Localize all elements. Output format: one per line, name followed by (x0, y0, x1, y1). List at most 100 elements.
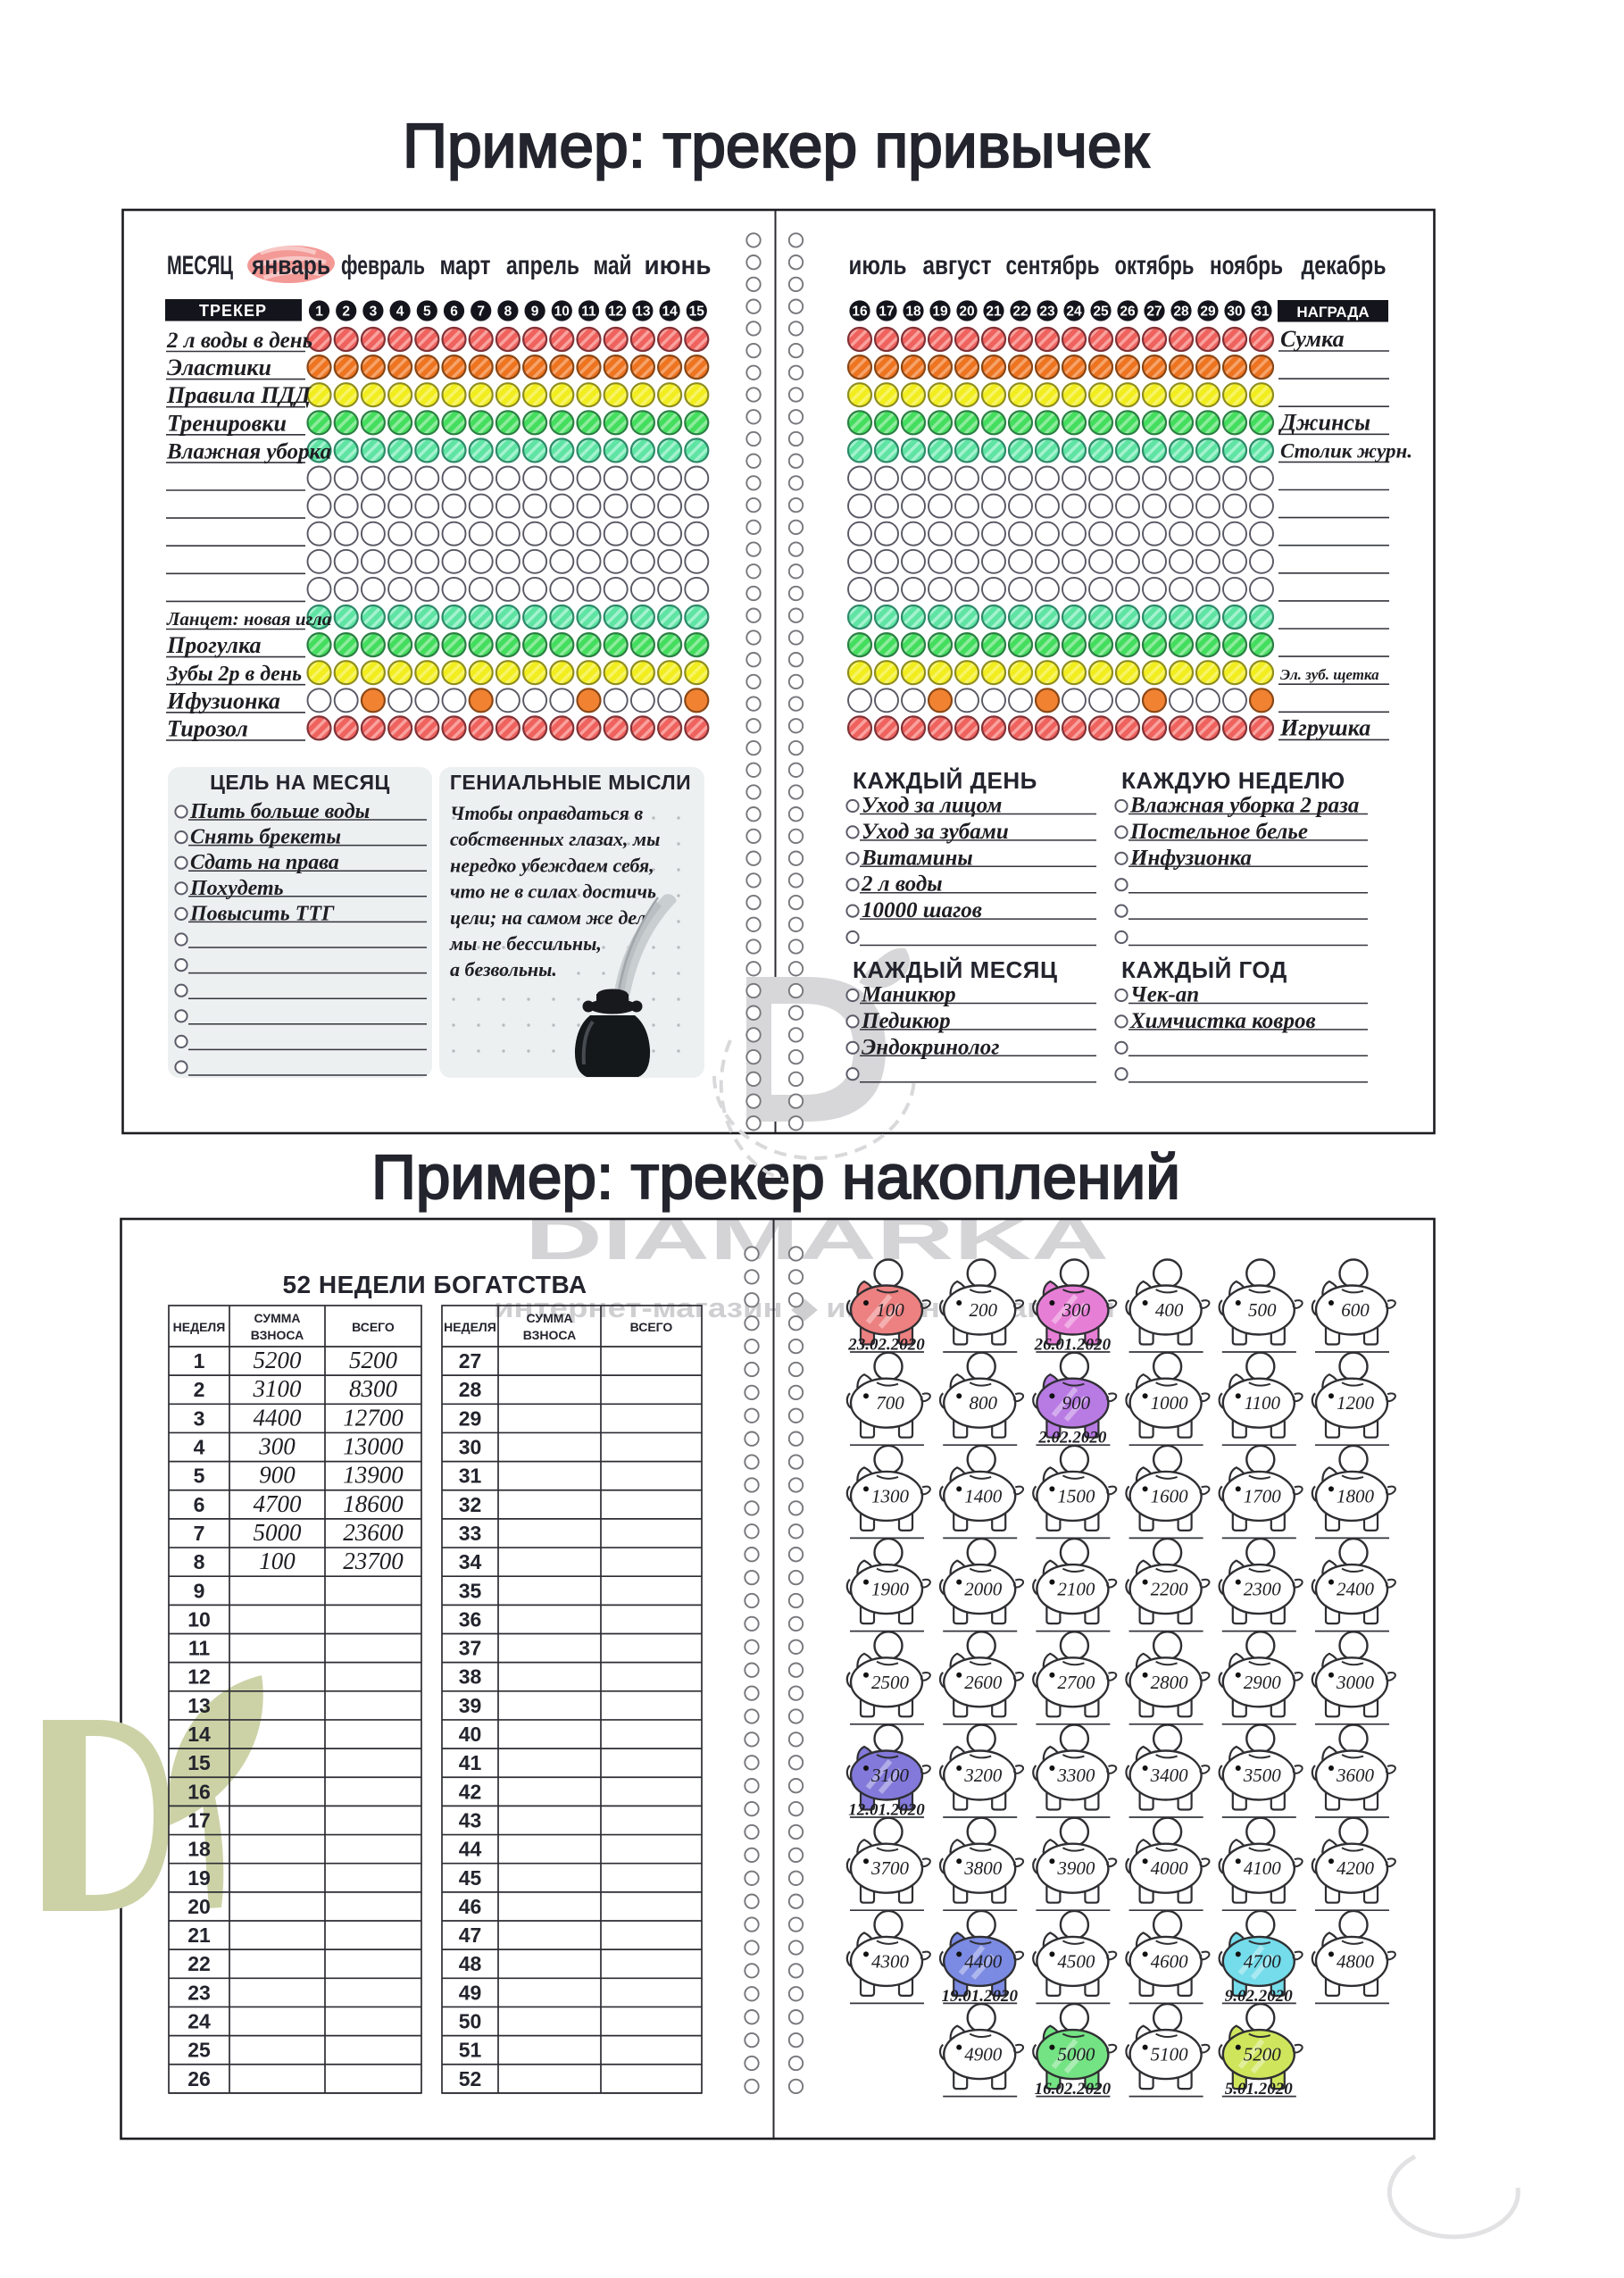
svg-text:2300: 2300 (1244, 1579, 1282, 1600)
svg-text:48: 48 (459, 1952, 482, 1975)
svg-text:1900: 1900 (871, 1579, 910, 1600)
svg-text:13: 13 (187, 1694, 211, 1717)
svg-text:17: 17 (879, 305, 894, 320)
svg-text:Эл. зуб. щетка: Эл. зуб. щетка (1280, 666, 1379, 683)
svg-text:8: 8 (194, 1550, 205, 1573)
svg-text:26: 26 (187, 2067, 211, 2090)
svg-text:апрель: апрель (506, 251, 579, 280)
svg-text:4500: 4500 (1057, 1950, 1095, 1972)
svg-text:Уход за зубами: Уход за зубами (862, 820, 1009, 844)
svg-text:800: 800 (969, 1392, 997, 1414)
svg-text:Чек-ап: Чек-ап (1130, 983, 1199, 1007)
svg-text:200: 200 (969, 1299, 997, 1321)
svg-text:DIAMARKA: DIAMARKA (525, 1206, 1109, 1273)
svg-text:3500: 3500 (1243, 1765, 1282, 1786)
svg-text:Сдать на права: Сдать на права (190, 851, 339, 874)
svg-text:400: 400 (1155, 1299, 1184, 1321)
svg-text:2: 2 (342, 305, 350, 320)
svg-text:9: 9 (531, 305, 539, 320)
svg-text:10000 шагов: 10000 шагов (862, 898, 982, 922)
svg-text:36: 36 (459, 1607, 482, 1631)
svg-text:ноябрь: ноябрь (1210, 251, 1283, 280)
svg-text:30: 30 (459, 1436, 482, 1459)
svg-text:1500: 1500 (1057, 1485, 1095, 1506)
svg-text:нередко убеждаем себя,: нередко убеждаем себя, (450, 854, 654, 876)
svg-text:19: 19 (187, 1866, 211, 1890)
svg-text:40: 40 (459, 1723, 482, 1746)
svg-text:ТРЕКЕР: ТРЕКЕР (199, 302, 267, 320)
svg-text:11: 11 (581, 305, 596, 320)
svg-text:июль: июль (849, 251, 907, 280)
svg-text:23: 23 (1039, 305, 1055, 320)
svg-text:ГЕНИАЛЬНЫЕ МЫСЛИ: ГЕНИАЛЬНЫЕ МЫСЛИ (450, 771, 691, 794)
svg-text:27: 27 (1146, 305, 1162, 320)
svg-text:НАГРАДА: НАГРАДА (1296, 304, 1369, 321)
svg-text:Джинсы: Джинсы (1278, 409, 1370, 435)
svg-text:8300: 8300 (349, 1375, 398, 1402)
svg-text:52 НЕДЕЛИ БОГАТСТВА: 52 НЕДЕЛИ БОГАТСТВА (282, 1271, 587, 1298)
svg-text:Уход за лицом: Уход за лицом (862, 794, 1002, 818)
svg-text:1000: 1000 (1151, 1392, 1189, 1414)
svg-text:4100: 4100 (1244, 1857, 1282, 1879)
svg-text:1600: 1600 (1151, 1485, 1189, 1506)
svg-text:Ланцет: новая игла: Ланцет: новая игла (166, 608, 331, 630)
svg-text:18: 18 (187, 1838, 211, 1861)
svg-text:4700: 4700 (254, 1490, 303, 1517)
svg-text:12700: 12700 (343, 1404, 404, 1431)
svg-text:2 л воды в день: 2 л воды в день (166, 329, 312, 353)
svg-text:Постельное белье: Постельное белье (1129, 820, 1308, 844)
svg-text:2700: 2700 (1057, 1672, 1095, 1693)
svg-text:9.02.2020: 9.02.2020 (1225, 1987, 1294, 2006)
svg-text:Чтобы оправдаться в: Чтобы оправдаться в (450, 802, 643, 824)
svg-text:23.02.2020: 23.02.2020 (847, 1336, 925, 1355)
svg-text:1400: 1400 (964, 1485, 1003, 1506)
svg-text:2500: 2500 (871, 1672, 910, 1693)
svg-text:октябрь: октябрь (1115, 251, 1195, 280)
svg-text:мы не бессильны,: мы не бессильны, (449, 932, 602, 955)
svg-text:15: 15 (187, 1751, 211, 1774)
svg-text:8: 8 (504, 305, 512, 320)
svg-text:18: 18 (905, 305, 921, 320)
svg-text:ВСЕГО: ВСЕГО (352, 1320, 395, 1334)
svg-text:2.02.2020: 2.02.2020 (1037, 1429, 1107, 1448)
svg-text:3200: 3200 (963, 1765, 1003, 1786)
svg-text:13000: 13000 (343, 1433, 404, 1460)
svg-text:6: 6 (450, 305, 458, 320)
svg-text:22: 22 (1012, 305, 1028, 320)
svg-text:1100: 1100 (1245, 1392, 1281, 1414)
svg-text:7: 7 (194, 1522, 205, 1545)
svg-text:3700: 3700 (870, 1857, 910, 1879)
svg-text:900: 900 (259, 1462, 296, 1489)
svg-text:Правила ПДД: Правила ПДД (166, 382, 312, 408)
svg-text:2 л воды: 2 л воды (861, 872, 943, 897)
svg-text:1: 1 (315, 305, 323, 320)
svg-text:43: 43 (459, 1808, 482, 1832)
svg-text:5.01.2020: 5.01.2020 (1225, 2080, 1294, 2099)
svg-text:52: 52 (459, 2067, 482, 2090)
svg-text:5000: 5000 (254, 1519, 303, 1546)
svg-text:2400: 2400 (1337, 1579, 1375, 1600)
svg-text:КАЖДЫЙ МЕСЯЦ: КАЖДЫЙ МЕСЯЦ (853, 956, 1058, 983)
svg-text:2600: 2600 (964, 1672, 1003, 1693)
svg-text:30: 30 (1227, 305, 1242, 320)
svg-text:11: 11 (188, 1637, 211, 1660)
svg-text:НЕДЕЛЯ: НЕДЕЛЯ (444, 1320, 496, 1334)
svg-text:Столик журн.: Столик журн. (1280, 439, 1412, 462)
svg-text:2100: 2100 (1057, 1579, 1095, 1600)
svg-text:Эндокринолог: Эндокринолог (862, 1035, 999, 1059)
svg-text:февраль: февраль (341, 251, 425, 280)
svg-text:26.01.2020: 26.01.2020 (1034, 1336, 1112, 1355)
svg-text:1200: 1200 (1337, 1392, 1375, 1414)
svg-text:МЕСЯЦ: МЕСЯЦ (167, 251, 233, 280)
svg-text:Ифузионка: Ифузионка (166, 688, 280, 713)
svg-text:23700: 23700 (343, 1548, 404, 1574)
svg-text:100: 100 (259, 1548, 296, 1574)
svg-text:ЦЕЛЬ НА МЕСЯЦ: ЦЕЛЬ НА МЕСЯЦ (210, 771, 390, 794)
svg-text:1: 1 (194, 1349, 205, 1373)
svg-text:июнь: июнь (645, 251, 712, 280)
svg-text:7: 7 (477, 305, 485, 320)
svg-text:Пример: трекер привычек: Пример: трекер привычек (403, 111, 1149, 180)
svg-text:22: 22 (187, 1952, 211, 1975)
svg-text:10: 10 (187, 1607, 211, 1631)
svg-text:38: 38 (459, 1665, 482, 1689)
